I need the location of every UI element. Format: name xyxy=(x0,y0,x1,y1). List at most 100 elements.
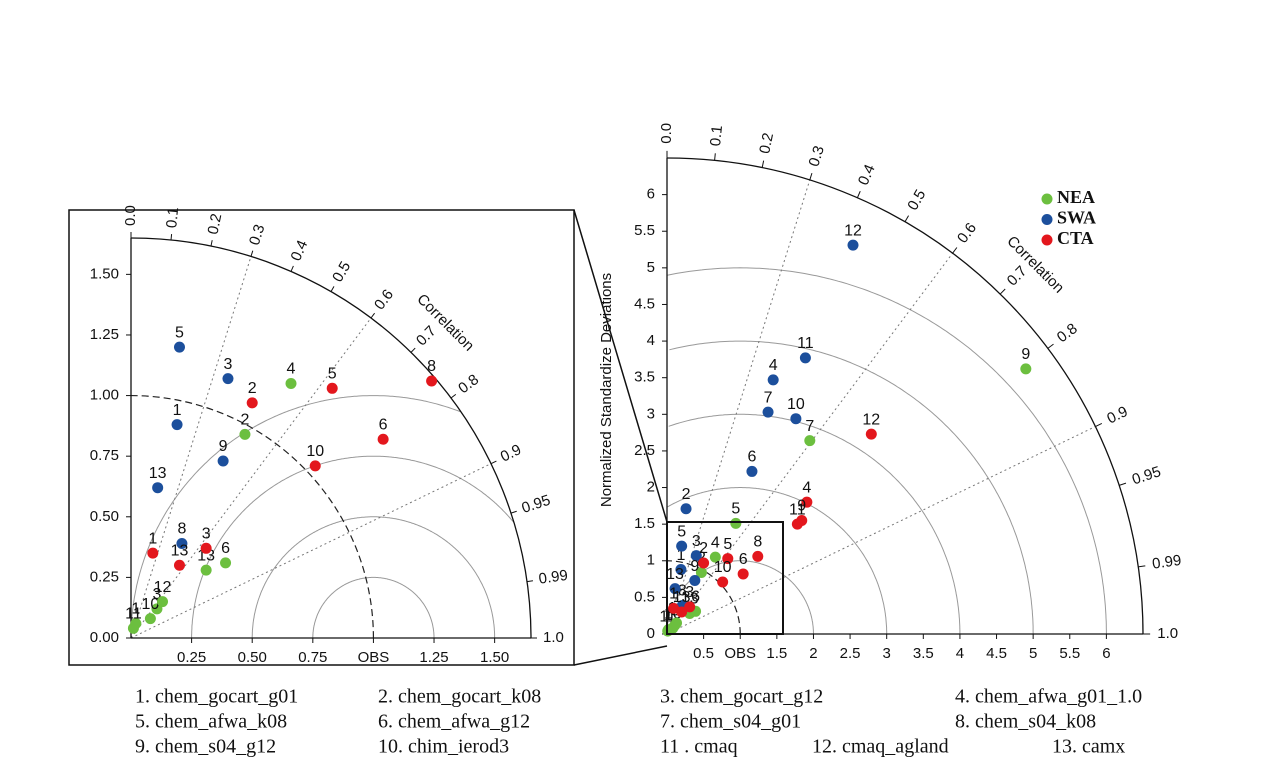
point-label: 1 xyxy=(676,547,685,564)
correlation-tick-label: 0.3 xyxy=(246,222,268,247)
data-point xyxy=(220,557,232,569)
point-label: 6 xyxy=(221,540,230,557)
point-label: 2 xyxy=(682,486,691,503)
rms-arc xyxy=(666,487,888,634)
correlation-tick-label: 0.1 xyxy=(707,125,726,147)
data-point xyxy=(176,537,188,549)
model-name: 6. chem_afwa_g12 xyxy=(378,711,530,733)
data-point xyxy=(285,377,297,389)
data-point xyxy=(173,341,185,353)
data-point xyxy=(730,517,742,529)
y-tick-label: 2.5 xyxy=(634,442,655,459)
data-point xyxy=(669,583,681,595)
y-axis-label: Normalized Standardize Deviations xyxy=(598,273,615,507)
data-point xyxy=(865,428,877,440)
point-label: 13 xyxy=(673,589,691,606)
point-label: 12 xyxy=(862,411,880,428)
y-tick-label: 0.00 xyxy=(90,629,119,646)
correlation-grid-line xyxy=(130,256,252,639)
correlation-tick-label: 0.9 xyxy=(1104,403,1130,427)
x-tick-label: 0.50 xyxy=(238,649,267,666)
point-label: 4 xyxy=(287,361,296,378)
x-tick-label: 1.25 xyxy=(419,649,448,666)
point-label: 9 xyxy=(219,438,228,455)
y-tick-label: 1.00 xyxy=(90,387,119,404)
y-tick-label: 2 xyxy=(647,479,655,496)
correlation-tick xyxy=(330,286,335,292)
x-tick-label: 1.50 xyxy=(480,649,509,666)
correlation-tick-label: 0.99 xyxy=(538,567,569,588)
taylor-diagram: 0.25 0.50 0.75 OBS 1.25 1.500.000.250.500.751… xyxy=(90,205,569,666)
point-label: 2 xyxy=(699,540,708,557)
point-label: 2 xyxy=(240,412,249,429)
y-tick-label: 1.5 xyxy=(634,515,655,532)
model-name: 1. chem_gocart_g01 xyxy=(135,686,298,708)
data-point xyxy=(717,576,729,588)
correlation-grid-line xyxy=(666,252,953,635)
point-label: 5 xyxy=(731,501,740,518)
data-point xyxy=(762,406,774,418)
data-point xyxy=(157,596,169,608)
data-point xyxy=(689,575,701,587)
correlation-tick xyxy=(1047,343,1054,349)
model-name: 2. chem_gocart_k08 xyxy=(378,686,541,708)
correlation-tick xyxy=(904,215,910,223)
data-point xyxy=(790,413,802,425)
y-tick-label: 5 xyxy=(647,259,655,276)
y-tick-label: 1 xyxy=(647,552,655,569)
point-label: 6 xyxy=(739,551,748,568)
correlation-tick xyxy=(210,240,213,247)
correlation-tick xyxy=(952,247,958,254)
data-point xyxy=(426,375,438,387)
point-label: 12 xyxy=(154,579,172,596)
reference-arc xyxy=(130,394,375,639)
data-point xyxy=(246,397,258,409)
data-point xyxy=(676,540,688,552)
data-point xyxy=(127,622,139,634)
point-label: 10 xyxy=(787,396,805,413)
x-tick-label: 5.5 xyxy=(1059,645,1080,662)
data-point xyxy=(684,601,696,613)
correlation-tick xyxy=(999,288,1006,295)
data-point xyxy=(847,239,859,251)
rms-arc xyxy=(666,560,814,634)
point-label: 11 xyxy=(797,335,814,352)
y-tick-label: 6 xyxy=(647,186,655,203)
correlation-tick-label: 0.99 xyxy=(1151,552,1182,573)
y-tick-label: 0.25 xyxy=(90,568,119,585)
taylor-diagram: 0.5 OBS 1.5 2 2.5 3 3.5 4 4.5 5 5.5 6 0 0.5 1 1.5 2 2.5 3 3… xyxy=(598,123,1182,662)
correlation-tick xyxy=(1119,482,1127,486)
point-label: 6 xyxy=(379,416,388,433)
y-tick-label: 4.5 xyxy=(634,295,655,312)
point-label: 5 xyxy=(328,366,337,383)
y-tick-label: 3 xyxy=(647,405,655,422)
point-label: 6 xyxy=(747,449,756,466)
point-label: 3 xyxy=(692,533,701,550)
x-tick-label: 4.5 xyxy=(986,645,1007,662)
correlation-grid-line xyxy=(666,426,1096,635)
point-label: 3 xyxy=(202,526,211,543)
point-label: 1 xyxy=(669,586,678,603)
point-label: 10 xyxy=(141,596,159,613)
point-label: 1 xyxy=(131,601,140,618)
data-point xyxy=(698,557,710,569)
x-tick-label: 4 xyxy=(956,645,964,662)
x-tick-label: 3.5 xyxy=(913,645,934,662)
zoom-connector xyxy=(573,645,668,666)
point-label: 7 xyxy=(805,418,814,435)
correlation-tick xyxy=(290,265,294,272)
point-label: 10 xyxy=(306,443,324,460)
model-name: 7. chem_s04_g01 xyxy=(660,711,801,733)
correlation-tick xyxy=(1138,565,1146,568)
point-label: 7 xyxy=(764,389,773,406)
x-tick-label: 1.5 xyxy=(766,645,787,662)
correlation-tick-label: 0.0 xyxy=(658,123,675,144)
data-point xyxy=(671,617,683,629)
y-tick-label: 1.25 xyxy=(90,326,119,343)
correlation-tick-label: 0.0 xyxy=(122,205,139,226)
correlation-tick xyxy=(410,347,416,353)
correlation-tick xyxy=(856,190,861,198)
x-tick-label: 2 xyxy=(809,645,817,662)
point-label: 9 xyxy=(797,498,806,515)
correlation-tick xyxy=(450,393,457,399)
